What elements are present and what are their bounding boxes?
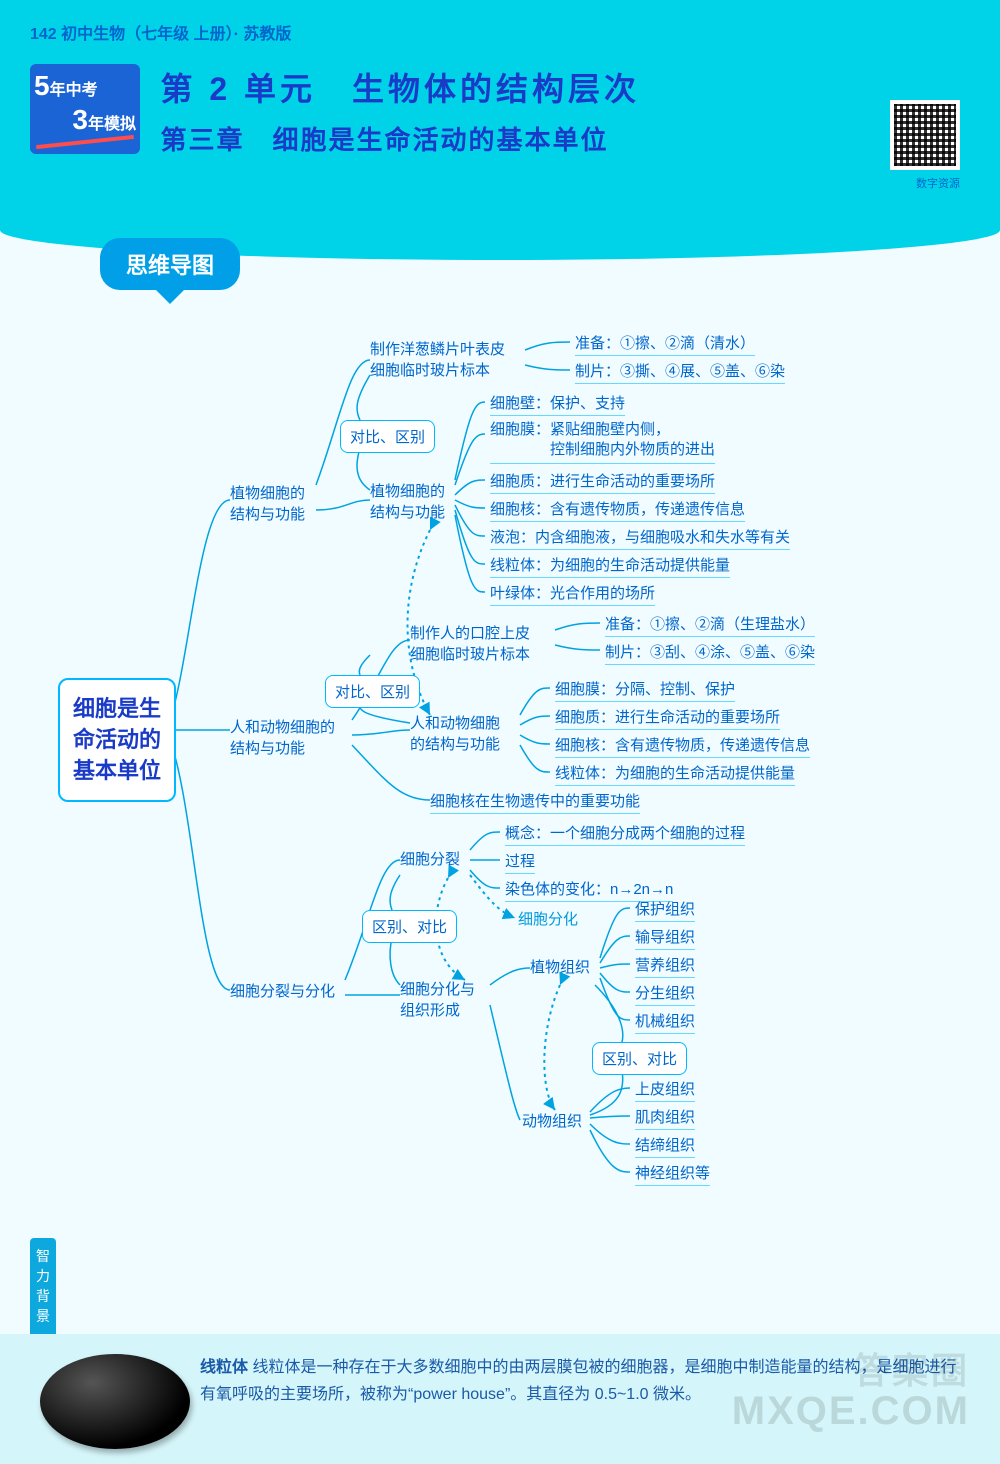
leaf-prep3: 准备：①擦、②滴（生理盐水） bbox=[605, 613, 815, 637]
leaf-nuc: 细胞核在生物遗传中的重要功能 bbox=[430, 790, 640, 814]
leaf-pc3: 细胞质：进行生命活动的重要场所 bbox=[490, 470, 715, 494]
header-region: 142 初中生物（七年级 上册）· 苏教版 5年中考 3年模拟 第 2 单元 生… bbox=[0, 0, 1000, 260]
leaf-at3: 结缔组织 bbox=[635, 1134, 695, 1158]
node-oral: 制作人的口腔上皮细胞临时玻片标本 bbox=[410, 622, 530, 664]
titles: 第 2 单元 生物体的结构层次 第三章 细胞是生命活动的基本单位 bbox=[160, 64, 640, 157]
side-tab: 智力背景 bbox=[30, 1238, 56, 1334]
watermark-en: MXQE.COM bbox=[732, 1389, 970, 1434]
node-plant-tissue: 植物组织 bbox=[530, 956, 590, 977]
leaf-pt2: 输导组织 bbox=[635, 926, 695, 950]
node-animal-left: 人和动物细胞的结构与功能 bbox=[230, 716, 335, 758]
node-compare-2: 对比、区别 bbox=[325, 675, 420, 708]
node-onion: 制作洋葱鳞片叶表皮细胞临时玻片标本 bbox=[370, 338, 505, 380]
node-split: 细胞分裂 bbox=[400, 848, 460, 869]
label-cell-diff: 细胞分化 bbox=[518, 908, 578, 929]
leaf-at4: 神经组织等 bbox=[635, 1162, 710, 1186]
leaf-ac4: 线粒体：为细胞的生命活动提供能量 bbox=[555, 762, 795, 786]
node-plant-right: 植物细胞的结构与功能 bbox=[370, 480, 445, 522]
leaf-pc2: 细胞膜：紧贴细胞壁内侧， 控制细胞内外物质的进出 bbox=[490, 420, 715, 464]
leaf-pc6: 线粒体：为细胞的生命活动提供能量 bbox=[490, 554, 730, 578]
watermark-cn: 答案圈 bbox=[853, 1342, 970, 1394]
leaf-pc1: 细胞壁：保护、支持 bbox=[490, 392, 625, 416]
node-animal-tissue: 动物组织 bbox=[522, 1110, 582, 1131]
node-compare-3: 区别、对比 bbox=[362, 910, 457, 943]
leaf-ac1: 细胞膜：分隔、控制、保护 bbox=[555, 678, 735, 702]
leaf-pt3: 营养组织 bbox=[635, 954, 695, 978]
leaf-ac3: 细胞核：含有遗传物质，传递遗传信息 bbox=[555, 734, 810, 758]
leaf-prep4: 制片：③刮、④涂、⑤盖、⑥染 bbox=[605, 641, 815, 665]
leaf-at1: 上皮组织 bbox=[635, 1078, 695, 1102]
mitochondria-illustration bbox=[40, 1354, 190, 1449]
node-diff-form: 细胞分化与组织形成 bbox=[400, 978, 475, 1020]
node-compare-4: 区别、对比 bbox=[592, 1042, 687, 1075]
leaf-at2: 肌肉组织 bbox=[635, 1106, 695, 1130]
qr-code-icon bbox=[890, 100, 960, 170]
leaf-pt5: 机械组织 bbox=[635, 1010, 695, 1034]
node-animal-right: 人和动物细胞的结构与功能 bbox=[410, 712, 500, 754]
leaf-prep2: 制片：③撕、④展、⑤盖、⑥染 bbox=[575, 360, 785, 384]
node-split-diff: 细胞分裂与分化 bbox=[230, 980, 335, 1001]
leaf-pc5: 液泡：内含细胞液，与细胞吸水和失水等有关 bbox=[490, 526, 790, 550]
page-number-line: 142 初中生物（七年级 上册）· 苏教版 bbox=[30, 20, 970, 44]
badge-line-2: 3年模拟 bbox=[34, 104, 136, 136]
badge-underline bbox=[36, 135, 134, 149]
series-badge: 5年中考 3年模拟 bbox=[30, 64, 140, 154]
node-plant-left: 植物细胞的结构与功能 bbox=[230, 482, 305, 524]
leaf-pt1: 保护组织 bbox=[635, 898, 695, 922]
qr-label: 数字资源 bbox=[916, 175, 960, 191]
root-node: 细胞是生命活动的基本单位 bbox=[58, 678, 176, 802]
leaf-pt4: 分生组织 bbox=[635, 982, 695, 1006]
unit-title: 第 2 单元 生物体的结构层次 bbox=[160, 64, 640, 110]
node-compare-1: 对比、区别 bbox=[340, 420, 435, 453]
leaf-sp2: 过程 bbox=[505, 850, 535, 874]
mindmap-canvas: 细胞是生命活动的基本单位 植物细胞的结构与功能 人和动物细胞的结构与功能 细胞分… bbox=[0, 330, 1000, 1330]
chapter-title: 第三章 细胞是生命活动的基本单位 bbox=[160, 120, 640, 157]
section-tab: 思维导图 bbox=[100, 238, 240, 290]
leaf-pc4: 细胞核：含有遗传物质，传递遗传信息 bbox=[490, 498, 745, 522]
badge-line-1: 5年中考 bbox=[34, 70, 136, 102]
leaf-ac2: 细胞质：进行生命活动的重要场所 bbox=[555, 706, 780, 730]
leaf-sp1: 概念：一个细胞分成两个细胞的过程 bbox=[505, 822, 745, 846]
footer-title: 线粒体 bbox=[200, 1359, 248, 1376]
leaf-pc7: 叶绿体：光合作用的场所 bbox=[490, 582, 655, 606]
leaf-prep1: 准备：①擦、②滴（清水） bbox=[575, 332, 755, 356]
